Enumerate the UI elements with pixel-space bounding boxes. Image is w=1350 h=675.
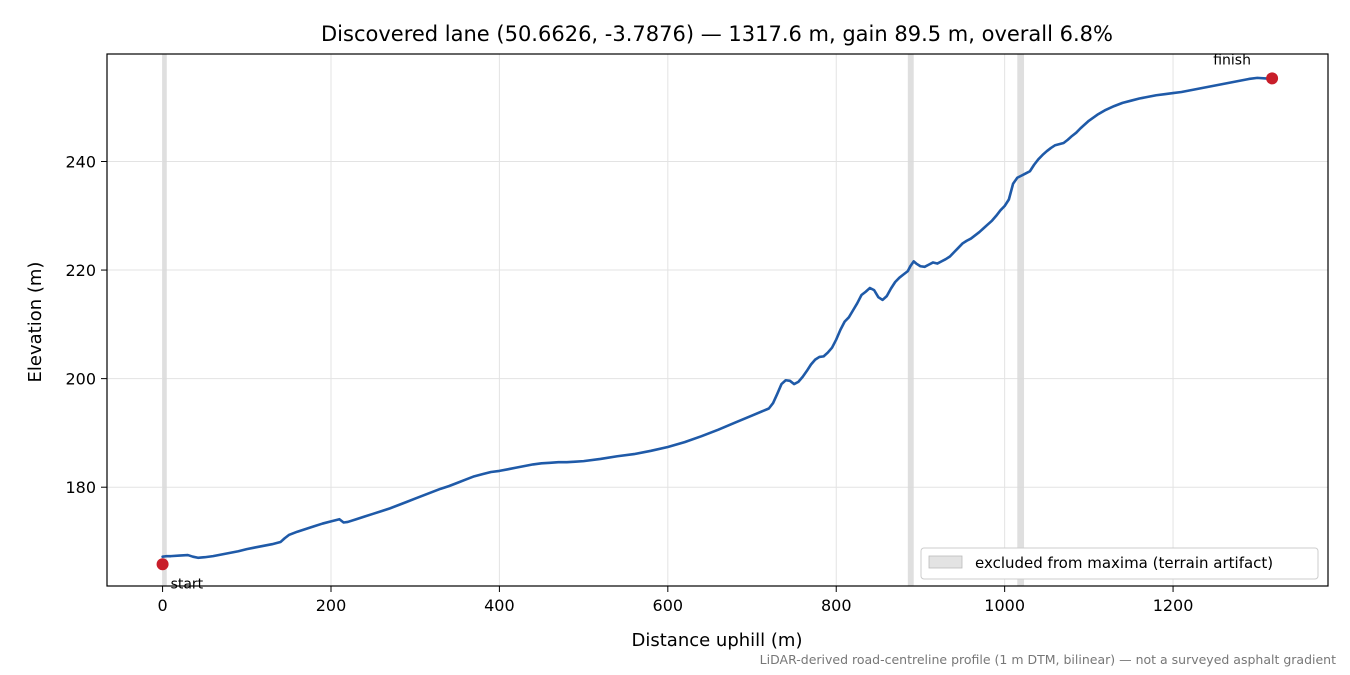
finish-marker [1266,72,1279,85]
y-tick-label: 240 [65,152,96,171]
excluded-band [1017,54,1025,586]
x-axis-ticks: 0 200 400 600 800 1000 1200 [157,586,1193,615]
start-marker [156,558,169,571]
elevation-line [161,76,1274,560]
legend-label-excluded: excluded from maxima (terrain artifact) [975,554,1273,572]
gridlines [107,54,1328,586]
x-axis-label: Distance uphill (m) [632,630,803,651]
x-tick-label: 800 [821,596,852,615]
x-tick-label: 0 [157,596,167,615]
x-tick-label: 400 [484,596,515,615]
y-tick-label: 180 [65,478,96,497]
excluded-band [907,54,914,586]
finish-annotation: finish [1213,52,1251,68]
chart-title: Discovered lane (50.6626, -3.7876) — 131… [321,22,1113,46]
endpoint-markers [156,72,1279,571]
start-annotation: start [171,576,204,592]
y-axis-ticks: 180 200 220 240 [65,152,107,497]
excluded-band [162,54,167,586]
elevation-line-layer [161,76,1274,560]
y-tick-label: 220 [65,261,96,280]
x-tick-label: 600 [653,596,684,615]
y-axis-label: Elevation (m) [25,262,46,383]
legend: excluded from maxima (terrain artifact) [920,547,1319,580]
x-tick-label: 200 [316,596,347,615]
excluded-bands [162,54,1025,586]
x-tick-label: 1200 [1153,596,1194,615]
legend-swatch-excluded [928,555,963,569]
x-tick-label: 1000 [984,596,1025,615]
footnote: LiDAR-derived road-centreline profile (1… [760,652,1336,667]
plot-area [106,53,1329,587]
legend-box [920,547,1319,580]
plot-frame [106,53,1329,587]
y-tick-label: 200 [65,370,96,389]
